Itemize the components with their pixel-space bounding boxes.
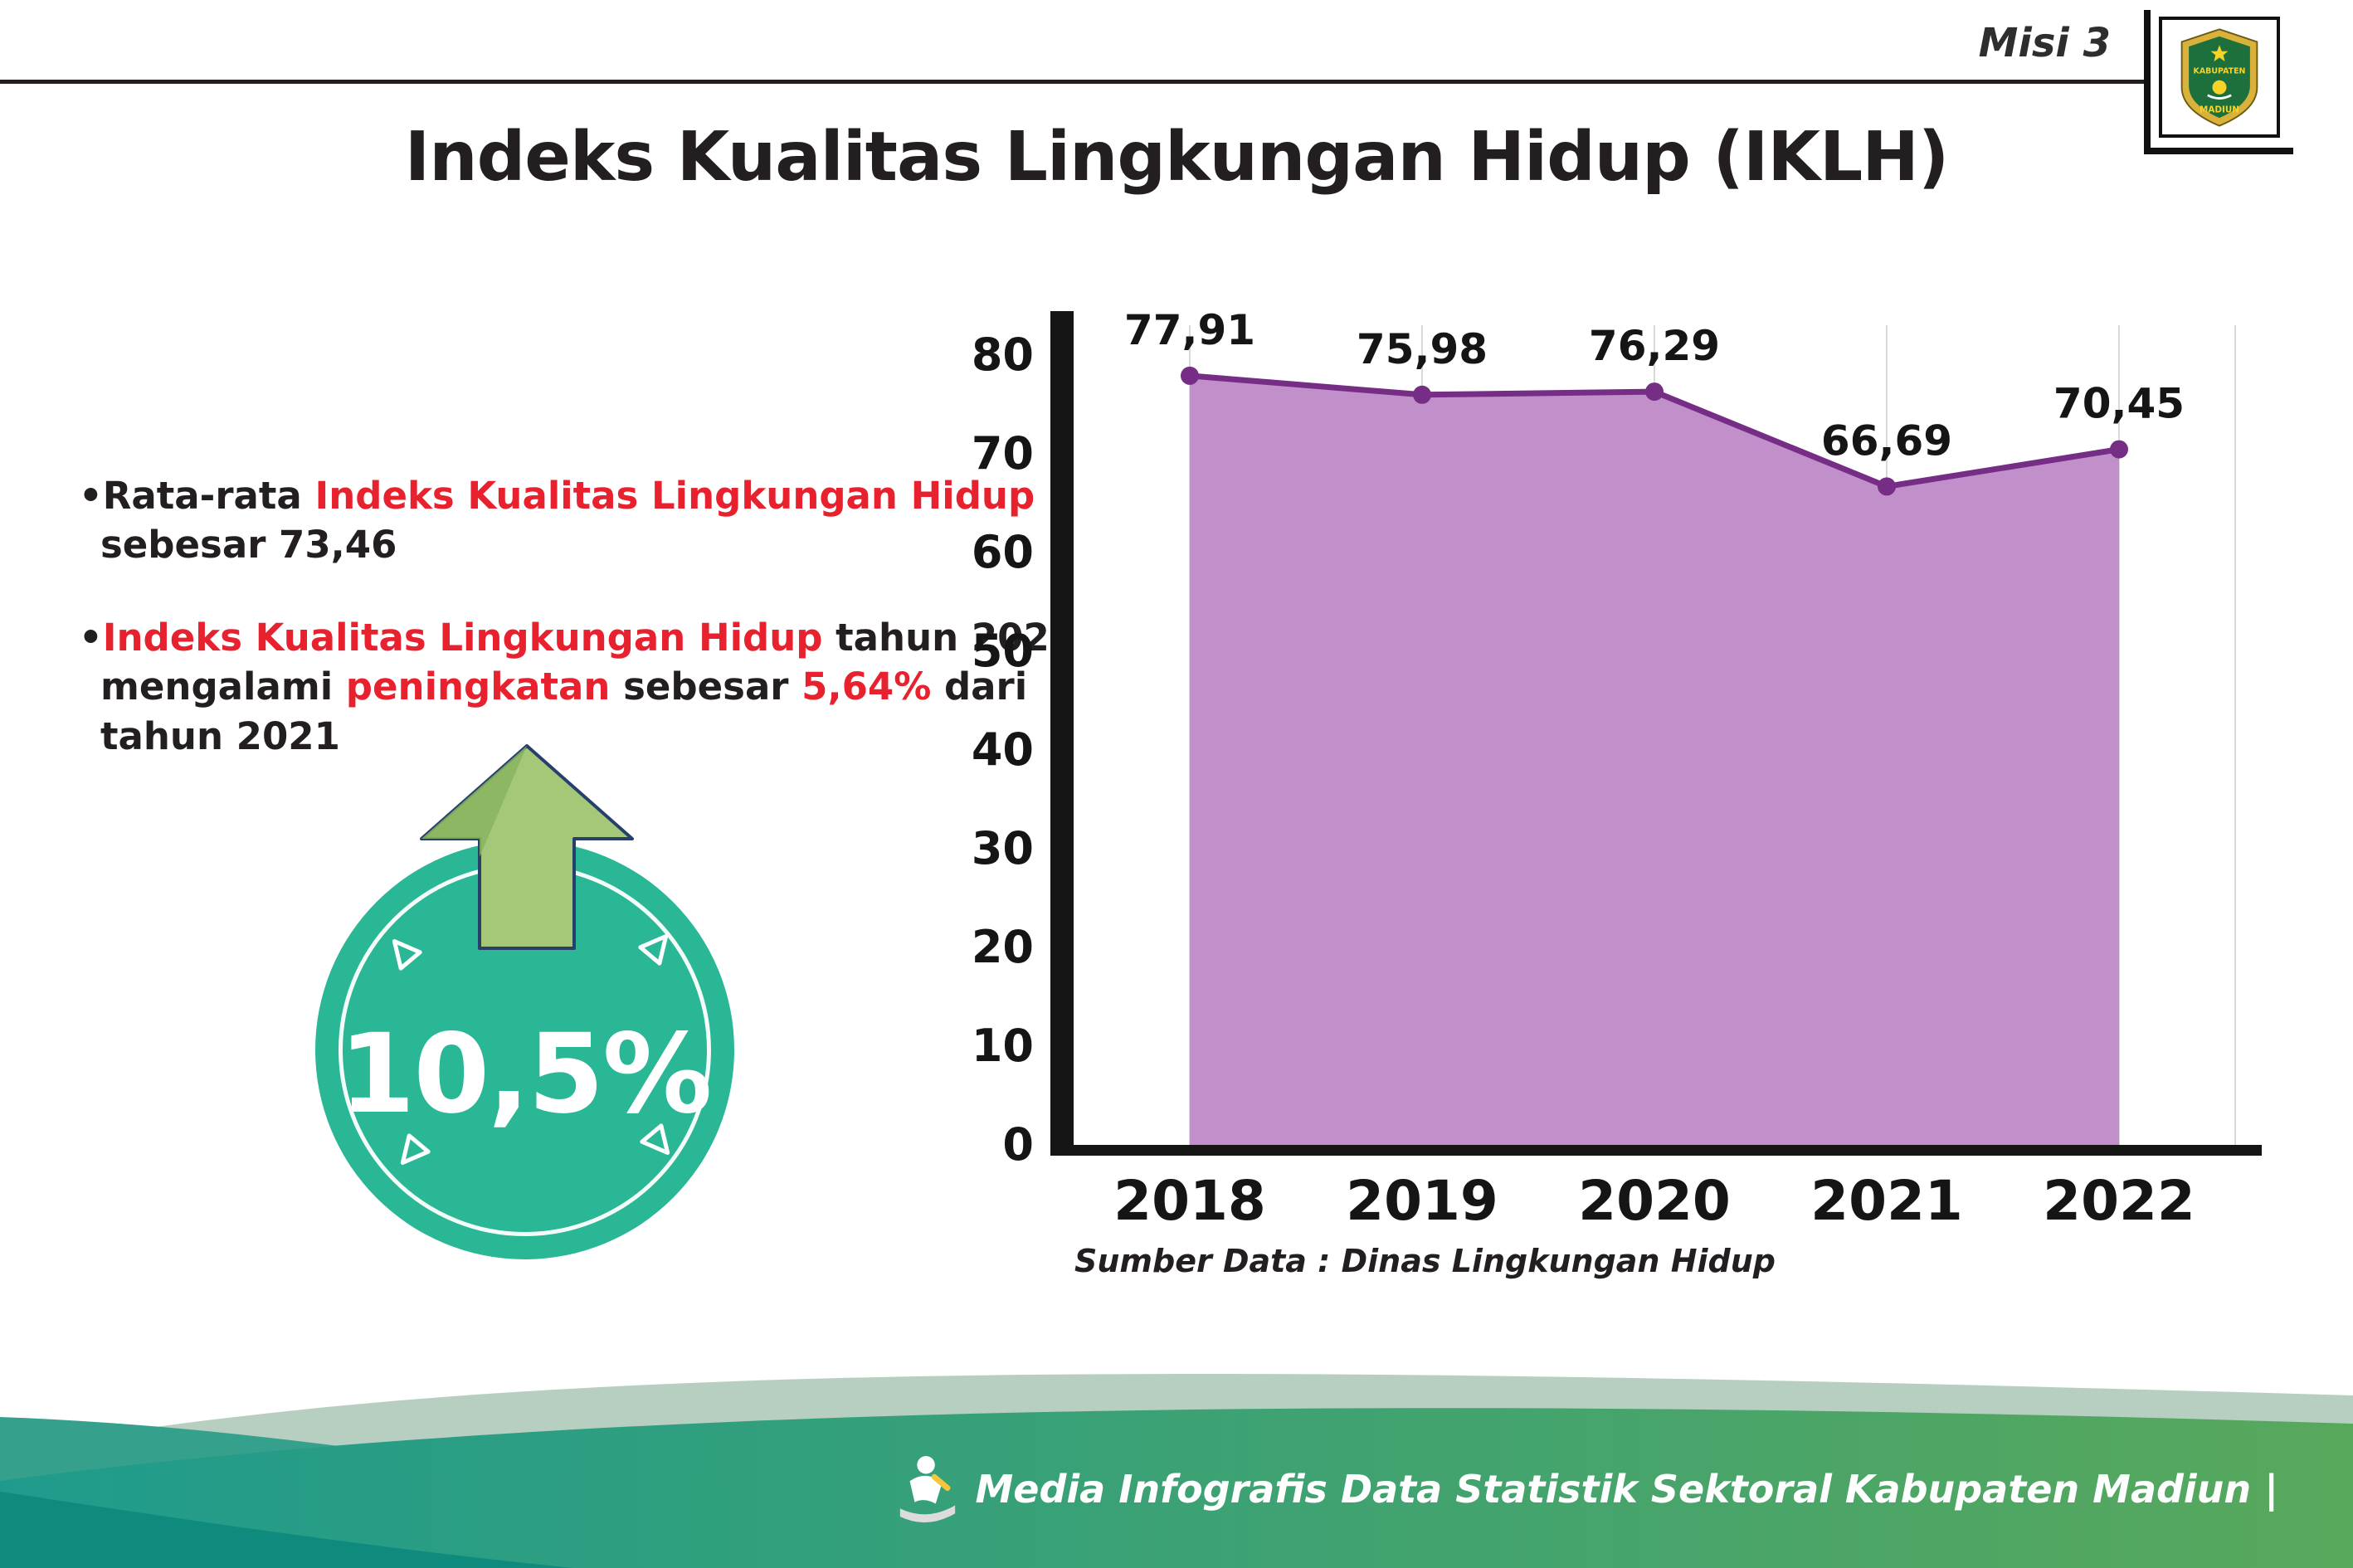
- iklh-chart-panel: 77,91 75,98 76,29 66,69 70,45 0 10 20 30 40 50 60 70…: [954, 274, 2298, 1311]
- x-tick-label: 2020: [1578, 1169, 1731, 1233]
- value-label: 77,91: [1124, 306, 1255, 354]
- value-label: 75,98: [1357, 325, 1488, 373]
- bullet-line: mengalami peningkatan sebesar 5,64% dari: [79, 662, 1027, 711]
- bullet-line: •Indeks Kualitas Lingkungan Hidup tahun …: [79, 613, 1075, 662]
- bullet-marker: •: [79, 474, 103, 518]
- page-title: Indeks Kualitas Lingkungan Hidup (IKLH): [404, 118, 1950, 197]
- data-point: [1878, 477, 1896, 496]
- bullet-line: •Rata-rata Indeks Kualitas Lingkungan Hi…: [79, 471, 1035, 520]
- text-segment-highlight: Indeks Kualitas Lingkungan Hidup: [314, 474, 1035, 518]
- increase-badge: 10,5%: [315, 840, 734, 1259]
- bullet-marker: •: [79, 615, 103, 660]
- footer-wave-decoration: [0, 1374, 2353, 1568]
- text-segment: sebesar: [610, 665, 802, 709]
- value-label: 66,69: [1821, 416, 1952, 465]
- data-point: [2110, 440, 2128, 459]
- value-label: 76,29: [1589, 322, 1720, 370]
- text-segment-highlight: Indeks Kualitas Lingkungan Hidup: [102, 615, 823, 660]
- data-point: [1181, 366, 1199, 385]
- crest-top-text: KABUPATEN: [2194, 66, 2246, 75]
- y-tick-label: 10: [972, 1020, 1034, 1072]
- text-segment: tahun 2022: [822, 615, 1076, 660]
- y-tick-label: 40: [972, 723, 1034, 776]
- iklh-area-chart: 77,91 75,98 76,29 66,69 70,45 0 10 20 30 40 50 60 70…: [972, 306, 2262, 1233]
- crest-bottom-text: MADIUN: [2200, 105, 2239, 115]
- x-tick-label: 2018: [1113, 1169, 1266, 1233]
- text-segment: dari: [931, 665, 1028, 709]
- text-segment: sebesar 73,46: [100, 523, 397, 567]
- bullet-line: sebesar 73,46: [79, 520, 991, 569]
- y-tick-label: 30: [972, 822, 1034, 874]
- y-tick-label: 50: [972, 625, 1034, 677]
- bullet-increase-2022: •Indeks Kualitas Lingkungan Hidup tahun …: [79, 613, 1075, 761]
- up-arrow-icon: [420, 744, 634, 950]
- text-segment: tahun 2021: [100, 713, 340, 758]
- x-tick-label: 2019: [1346, 1169, 1498, 1233]
- increase-percentage: 10,5%: [339, 1010, 713, 1138]
- y-tick-label: 20: [972, 921, 1034, 973]
- logo-frame: [2144, 10, 2293, 154]
- x-tick-label: 2021: [1810, 1169, 1963, 1233]
- kabupaten-madiun-crest-icon: KABUPATEN MADIUN: [2180, 28, 2258, 127]
- wave-dark-left: [0, 1492, 572, 1568]
- bullet-average-iklh: •Rata-rata Indeks Kualitas Lingkungan Hi…: [79, 471, 1035, 570]
- data-point: [1645, 382, 1664, 402]
- x-axis: [1050, 1145, 2262, 1156]
- footer-credit-text: Media Infografis Data Statistik Sektoral…: [975, 1467, 2278, 1512]
- text-segment: mengalami: [100, 665, 346, 709]
- writer-logo-icon: [900, 1456, 956, 1523]
- text-segment: Rata-rata: [102, 474, 315, 518]
- mission-label: Misi 3: [1978, 20, 2111, 66]
- footer-credit: Media Infografis Data Statistik Sektoral…: [895, 1454, 2278, 1525]
- data-source-note: Sumber Data : Dinas Lingkungan Hidup: [1074, 1243, 1776, 1279]
- bullet-line: tahun 2021: [79, 712, 991, 761]
- kabupaten-madiun-logo: KABUPATEN MADIUN: [2159, 17, 2280, 138]
- y-tick-label: 0: [1002, 1118, 1034, 1171]
- data-point: [1413, 385, 1431, 404]
- area-fill: [1190, 375, 2119, 1145]
- text-segment-highlight: 5,64%: [801, 665, 932, 709]
- y-tick-label: 80: [972, 329, 1034, 381]
- key-findings: •Rata-rata Indeks Kualitas Lingkungan Hi…: [79, 471, 1075, 761]
- x-tick-label: 2022: [2043, 1169, 2195, 1233]
- wave-band: [0, 1408, 2353, 1568]
- text-segment-highlight: peningkatan: [345, 665, 611, 709]
- y-axis: [1050, 311, 1074, 1156]
- y-tick-label: 70: [972, 427, 1034, 480]
- value-label: 70,45: [2053, 380, 2185, 428]
- header-rule: [0, 80, 2146, 84]
- y-tick-label: 60: [972, 526, 1034, 578]
